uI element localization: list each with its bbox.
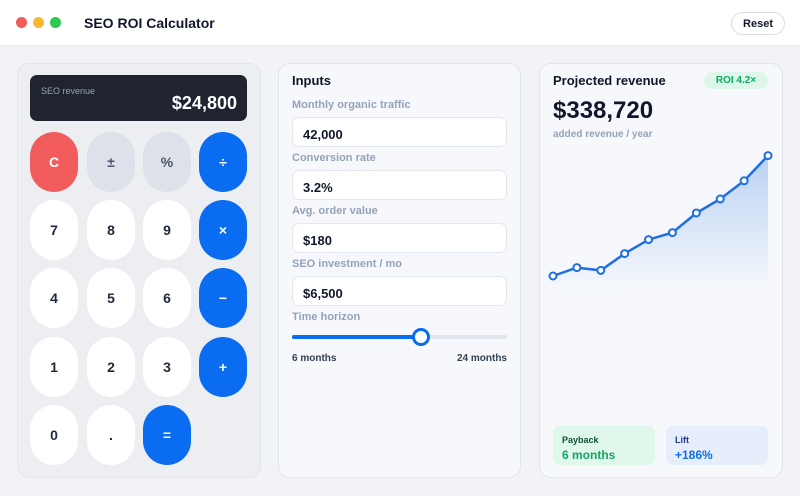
payback-card: Payback 6 months xyxy=(553,426,655,465)
slider-fill xyxy=(292,335,421,339)
calc-key[interactable]: 3 xyxy=(143,337,191,397)
header: SEO ROI Calculator Reset xyxy=(0,0,800,46)
roi-badge: ROI 4.2× xyxy=(704,72,768,89)
point xyxy=(620,249,630,259)
slider-label: Time horizon xyxy=(292,311,361,323)
card-label: Payback xyxy=(562,435,599,445)
field-label: Monthly organic traffic xyxy=(292,99,411,111)
point xyxy=(644,235,654,245)
point xyxy=(763,151,773,161)
maximize-dot[interactable] xyxy=(50,17,61,28)
close-dot[interactable] xyxy=(16,17,27,28)
calc-key[interactable]: + xyxy=(199,337,247,397)
results-title: Projected revenue xyxy=(553,73,666,88)
reset-button[interactable]: Reset xyxy=(731,12,785,35)
field-input[interactable]: 42,000 xyxy=(292,117,507,147)
calc-key[interactable]: 2 xyxy=(87,337,135,397)
calc-key[interactable]: × xyxy=(199,200,247,260)
calc-key[interactable]: 9 xyxy=(143,200,191,260)
field-input[interactable]: 3.2% xyxy=(292,170,507,200)
field-input[interactable]: $180 xyxy=(292,223,507,253)
slider-min: 6 months xyxy=(292,353,337,364)
field-label: SEO investment / mo xyxy=(292,258,403,270)
calc-key[interactable]: − xyxy=(199,268,247,328)
point xyxy=(739,176,749,186)
revenue-amount: $338,720 xyxy=(553,97,654,124)
point xyxy=(596,265,606,275)
calculator-display: SEO revenue $24,800 xyxy=(30,75,247,121)
area xyxy=(553,155,768,290)
field-label: Conversion rate xyxy=(292,152,376,164)
minimize-dot[interactable] xyxy=(33,17,44,28)
calc-key[interactable]: ± xyxy=(87,132,135,192)
app-title: SEO ROI Calculator xyxy=(84,15,215,31)
calc-key[interactable]: = xyxy=(143,405,191,465)
inputs-title: Inputs xyxy=(292,73,331,88)
field-input[interactable]: $6,500 xyxy=(292,276,507,306)
revenue-caption: added revenue / year xyxy=(553,129,653,140)
point xyxy=(548,271,558,281)
calc-key[interactable]: 1 xyxy=(30,337,78,397)
display-label: SEO revenue xyxy=(41,86,96,96)
calc-key[interactable]: 8 xyxy=(87,200,135,260)
line xyxy=(552,154,769,278)
calc-key[interactable]: 7 xyxy=(30,200,78,260)
display-value: $24,800 xyxy=(171,93,237,113)
point xyxy=(715,194,725,204)
card-value: 6 months xyxy=(562,448,616,462)
card-value: +186% xyxy=(675,448,713,462)
card-label: Lift xyxy=(675,435,689,445)
field-label: Avg. order value xyxy=(292,205,378,217)
calc-key[interactable]: 0 xyxy=(30,405,78,465)
calc-key[interactable]: 4 xyxy=(30,268,78,328)
calc-key[interactable]: 6 xyxy=(143,268,191,328)
point xyxy=(691,208,701,218)
calc-key[interactable]: % xyxy=(143,132,191,192)
calc-key[interactable]: ÷ xyxy=(199,132,247,192)
slider-max: 24 months xyxy=(456,353,507,364)
lift-card: Lift +186% xyxy=(666,426,768,465)
calc-key[interactable]: C xyxy=(30,132,78,192)
slider-thumb[interactable] xyxy=(412,328,430,346)
calc-key[interactable]: 5 xyxy=(87,268,135,328)
point xyxy=(572,263,582,273)
calc-key[interactable]: . xyxy=(87,405,135,465)
point xyxy=(667,228,677,238)
